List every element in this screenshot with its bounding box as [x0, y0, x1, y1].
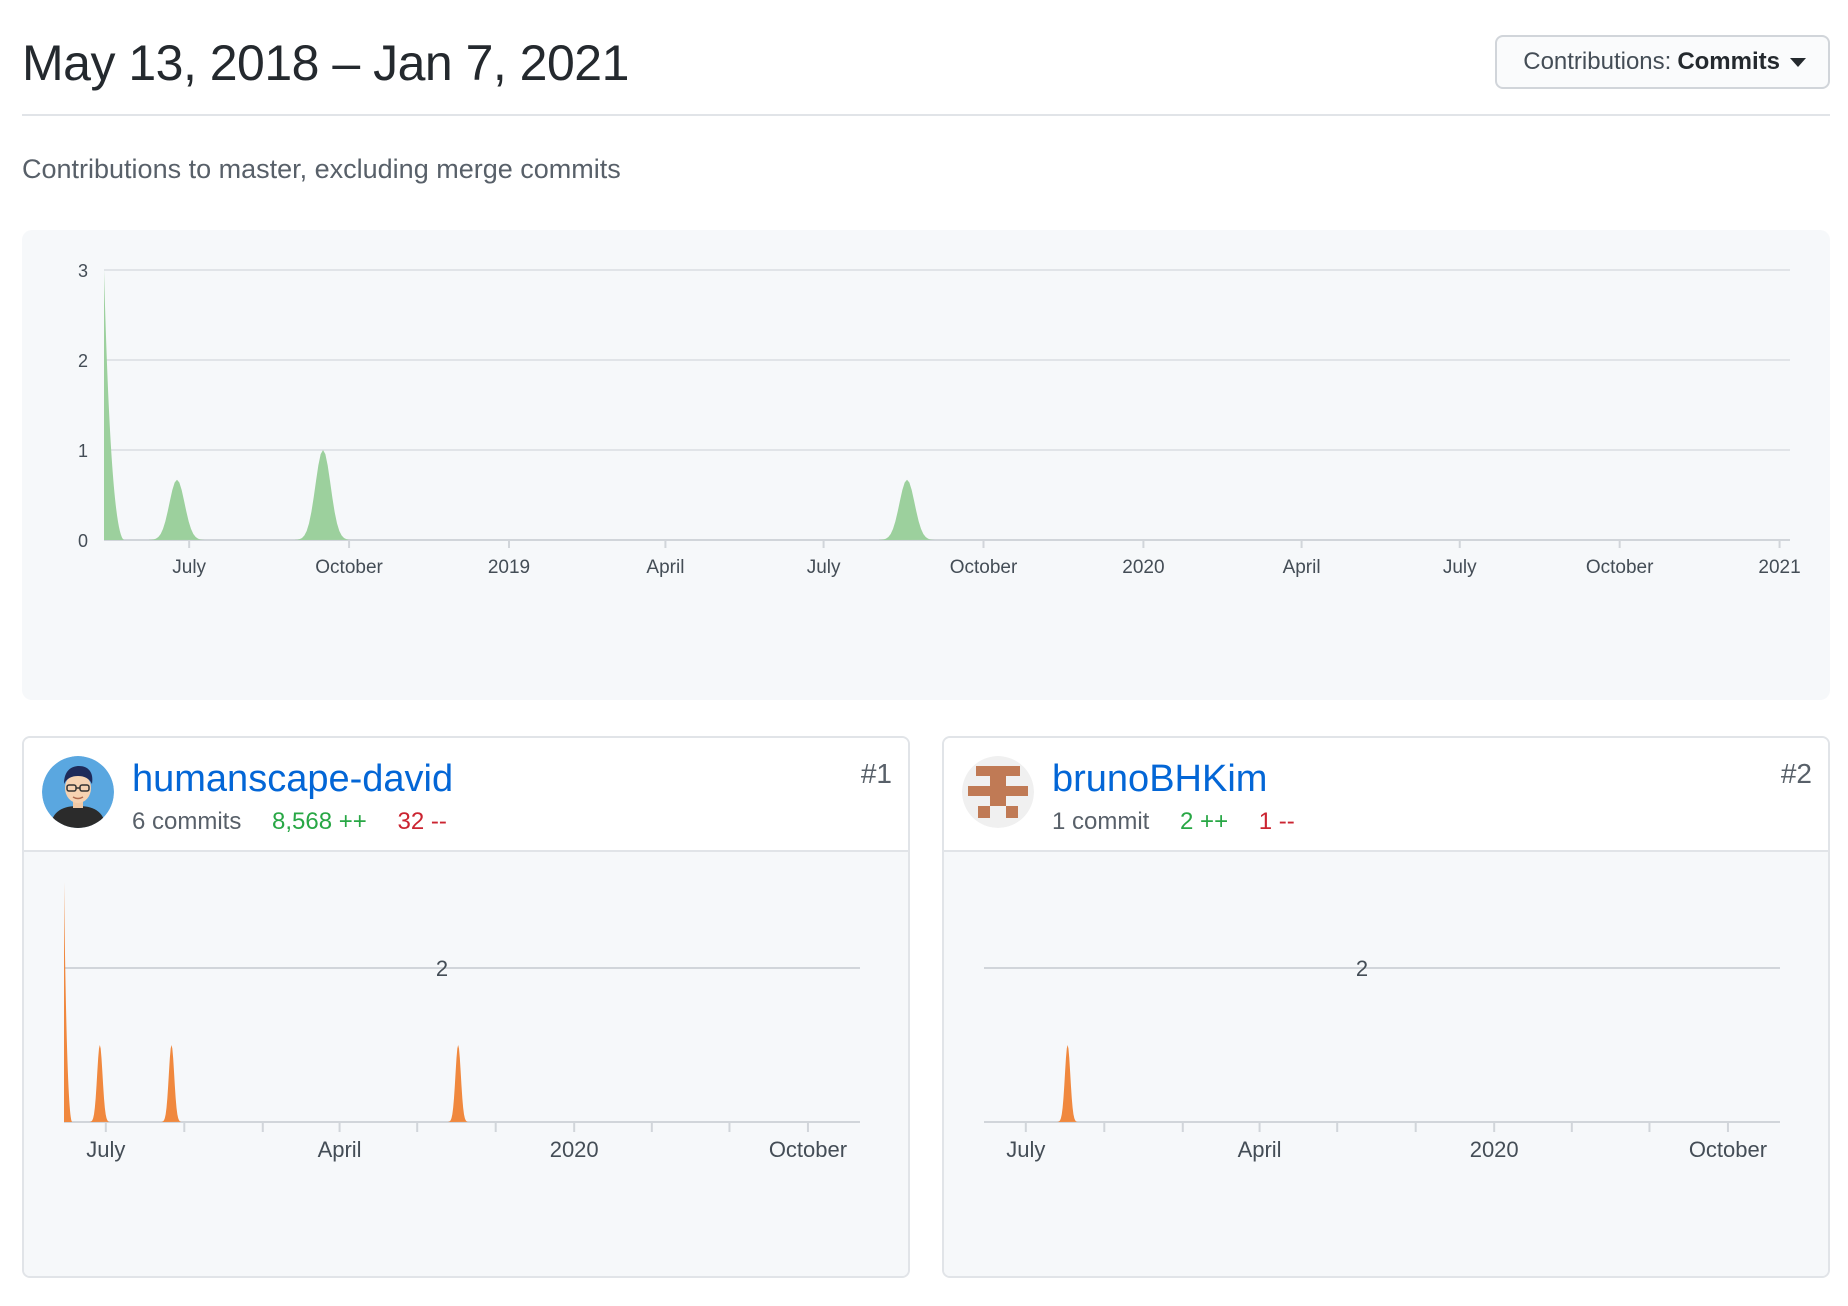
contributor-rank: #2 [1780, 758, 1812, 789]
contributor-chart-svg: 2 July April 2020 October [64, 882, 860, 1162]
x-tick-label: 2020 [1470, 1137, 1519, 1162]
x-tick-label: October [1586, 557, 1654, 578]
commit-area-peak [295, 450, 352, 540]
x-tick-label: July [1006, 1137, 1045, 1162]
commit-count[interactable]: 1 commit [1052, 808, 1150, 835]
x-tick-label: October [315, 557, 383, 578]
commit-area-peak [879, 479, 936, 540]
x-tick-label: October [769, 1137, 847, 1162]
date-range-title: May 13, 2018 – Jan 7, 2021 [22, 35, 629, 91]
y-tick-label: 2 [436, 956, 448, 981]
y-tick-label: 1 [78, 441, 88, 461]
contributor-rank: #1 [860, 758, 892, 789]
x-tick-label: April [318, 1137, 362, 1162]
contributions-label: Contributions: [1523, 48, 1672, 75]
caret-down-icon [1790, 57, 1806, 67]
commit-area-peak [89, 1045, 110, 1122]
y-tick-label: 3 [78, 261, 88, 281]
contributor-card-header: humanscape-david 6 commits 8,568 ++ 32 -… [24, 738, 908, 852]
avatar[interactable] [42, 756, 114, 828]
commit-area-peak [161, 1045, 182, 1122]
deletions-count: 1 -- [1258, 808, 1295, 835]
contributor-username-link[interactable]: brunoBHKim [1052, 758, 1268, 800]
main-contributions-chart[interactable]: 0 1 2 3 July October 2019 April July October 2020 A… [22, 230, 1830, 700]
contributor-username-link[interactable]: humanscape-david [132, 758, 454, 800]
contributor-stats: 1 commit 2 ++ 1 -- [1052, 808, 1295, 836]
additions-count: 8,568 ++ [272, 808, 367, 835]
contributor-chart-svg: 2 July April 2020 October [984, 956, 1780, 1162]
x-tick-label: 2020 [1122, 557, 1164, 578]
y-tick-label: 2 [78, 351, 88, 371]
page-header: May 13, 2018 – Jan 7, 2021 Contributions… [22, 30, 1830, 116]
commit-area-peak [149, 479, 205, 540]
x-tick-label: April [646, 557, 684, 578]
contributions-type-dropdown[interactable]: Contributions: Commits [1495, 35, 1830, 89]
main-chart-svg: 0 1 2 3 July October 2019 April July October 2020 A… [78, 261, 1801, 578]
contributor-card-header: brunoBHKim 1 commit 2 ++ 1 -- #2 [944, 738, 1828, 852]
x-tick-label: 2019 [488, 557, 530, 578]
x-tick-label: July [1443, 557, 1477, 578]
avatar[interactable] [962, 756, 1034, 828]
contributor-chart[interactable]: 2 July April 2020 October [944, 852, 1828, 1276]
x-tick-label: July [807, 557, 841, 578]
commit-area-peak [448, 1045, 469, 1122]
commit-count[interactable]: 6 commits [132, 808, 242, 835]
additions-count: 2 ++ [1180, 808, 1229, 835]
contributor-card-1: humanscape-david 6 commits 8,568 ++ 32 -… [22, 736, 910, 1278]
x-tick-label: October [1689, 1137, 1767, 1162]
x-tick-label: July [172, 557, 206, 578]
deletions-count: 32 -- [397, 808, 447, 835]
y-tick-label: 2 [1356, 956, 1368, 981]
x-tick-label: 2020 [550, 1137, 599, 1162]
x-tick-label: April [1238, 1137, 1282, 1162]
contributor-chart[interactable]: 2 July April 2020 October [24, 852, 908, 1276]
commit-area-peak [64, 882, 72, 1122]
commit-area-peak [1057, 1045, 1078, 1122]
contributions-value: Commits [1677, 48, 1780, 75]
x-tick-label: April [1283, 557, 1321, 578]
x-tick-label: 2021 [1758, 557, 1800, 578]
x-tick-label: July [86, 1137, 125, 1162]
chart-subtitle: Contributions to master, excluding merge… [22, 154, 621, 184]
x-tick-label: October [950, 557, 1018, 578]
contributor-stats: 6 commits 8,568 ++ 32 -- [132, 808, 447, 836]
contributor-card-2: brunoBHKim 1 commit 2 ++ 1 -- #2 2 July Ap… [942, 736, 1830, 1278]
commit-area-peak [104, 270, 124, 540]
y-tick-label: 0 [78, 531, 88, 551]
